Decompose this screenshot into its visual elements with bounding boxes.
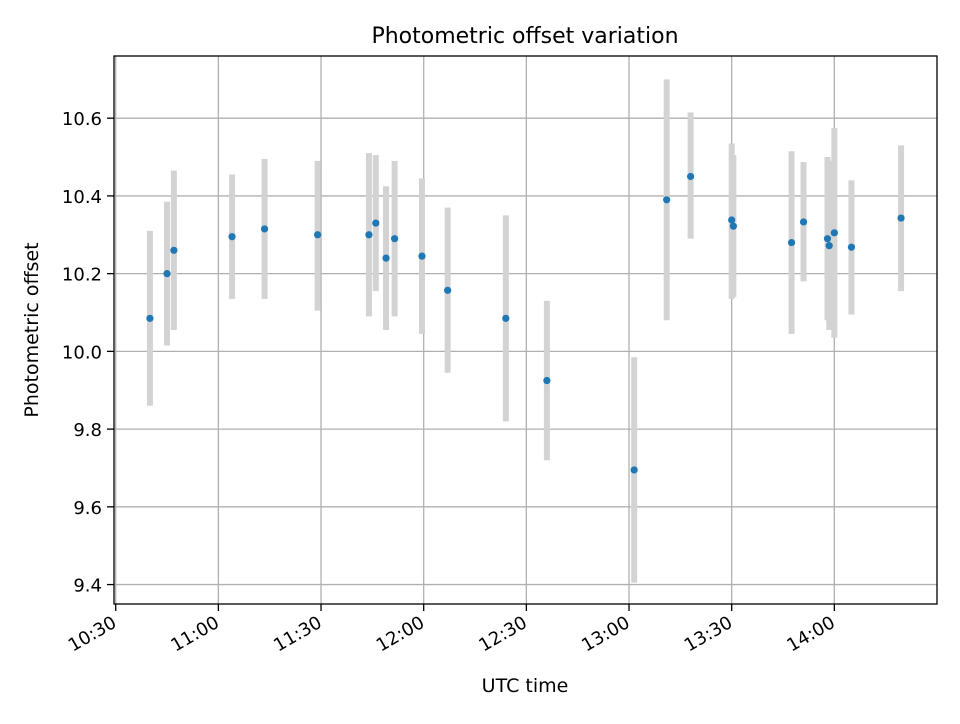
data-point <box>502 314 510 322</box>
data-point <box>146 314 154 322</box>
y-tick-label: 10.4 <box>62 187 102 208</box>
data-point <box>847 243 856 251</box>
y-axis-ticks: 9.4 9.6 9.8 10.0 10.2 10.4 10.6 <box>62 109 114 597</box>
data-point <box>418 252 426 260</box>
y-tick-label: 9.4 <box>73 576 102 597</box>
data-point <box>314 231 322 239</box>
y-tick-label: 10.0 <box>62 342 102 363</box>
chart-title: Photometric offset variation <box>371 24 678 49</box>
data-point <box>897 214 905 222</box>
data-point <box>787 238 796 247</box>
data-point <box>372 219 380 227</box>
data-point <box>728 216 736 224</box>
data-point <box>543 376 551 385</box>
y-tick-label: 10.2 <box>62 265 102 286</box>
data-point <box>799 218 808 226</box>
plot-frame <box>113 55 938 605</box>
y-tick-label: 9.8 <box>73 420 102 441</box>
data-point <box>663 196 671 204</box>
data-point <box>444 286 452 294</box>
data-point <box>687 172 695 181</box>
y-tick-label: 9.6 <box>73 498 102 519</box>
data-point <box>228 233 236 241</box>
data-points <box>146 172 905 474</box>
data-point <box>391 235 399 243</box>
data-point <box>823 235 832 243</box>
data-point <box>382 254 390 262</box>
data-point <box>170 246 178 254</box>
data-point <box>260 225 269 233</box>
data-point <box>825 242 833 250</box>
data-point <box>830 229 838 237</box>
data-point <box>365 231 373 239</box>
y-axis-label: Photometric offset <box>21 242 43 417</box>
y-tick-label: 10.6 <box>62 109 102 130</box>
grid-lines <box>114 56 937 604</box>
x-axis-label: UTC time <box>482 675 569 697</box>
data-point <box>630 466 638 474</box>
data-point <box>163 270 171 278</box>
data-point <box>729 222 737 230</box>
